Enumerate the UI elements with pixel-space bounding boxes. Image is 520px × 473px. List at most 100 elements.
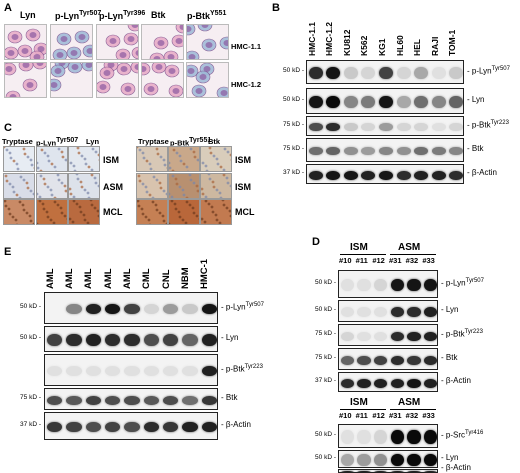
blot-band: [414, 147, 429, 155]
ihc-tile: [200, 173, 232, 199]
blot-band: [201, 334, 217, 346]
panel-c-col-header: p-BtkTyr551: [170, 137, 212, 148]
lane-label: #32: [405, 411, 419, 420]
blot-band: [124, 422, 140, 432]
blot-band: [85, 334, 102, 346]
microscopy-tile: [141, 62, 184, 98]
panel-a-row-label: HMC-1.1: [231, 42, 262, 51]
blot-band: [357, 355, 371, 365]
cell-stain-image: [149, 25, 183, 59]
panel-c-col-header: Lyn: [86, 137, 100, 146]
group-label: ISM: [350, 242, 368, 253]
blot-label-d: - Lyn: [441, 453, 459, 462]
mw-marker: 50 kD -: [315, 454, 336, 461]
blot-band: [66, 334, 82, 346]
blot-band: [104, 395, 121, 405]
blot-band: [85, 366, 102, 376]
panel-e-label: E: [4, 246, 12, 258]
blot-band: [424, 430, 437, 444]
blot-band: [308, 67, 323, 79]
microscopy-tile: [141, 24, 184, 60]
blot-label-b: - β-Actin: [467, 168, 497, 177]
panel-c-col-header: Tryptase: [138, 137, 169, 146]
lane-label: HEL: [412, 39, 423, 56]
blot-label-e: - Btk: [221, 393, 238, 402]
ihc-stain-image: [37, 200, 67, 224]
ihc-tile: [68, 173, 100, 199]
blot-band: [449, 67, 463, 79]
blot-band: [182, 304, 198, 314]
lane-label: AML: [102, 268, 114, 289]
blot-strip-e: [44, 412, 218, 440]
blot-band: [357, 279, 371, 291]
ihc-stain-image: [201, 200, 231, 224]
panel-c-row-label-left: MCL: [103, 207, 123, 217]
blot-band: [124, 395, 140, 405]
blot-band: [162, 422, 179, 432]
blot-band: [66, 366, 82, 376]
blot-band: [46, 395, 63, 405]
mw-marker: 75 kD -: [315, 330, 336, 337]
blot-band: [85, 395, 102, 405]
blot-band: [378, 67, 393, 79]
ihc-tile: [136, 146, 168, 172]
blot-band: [308, 123, 323, 131]
group-bar: [340, 254, 386, 255]
ihc-tile: [168, 173, 200, 199]
cell-stain-image: [5, 63, 46, 97]
blot-band: [143, 334, 160, 346]
panel-b-label: B: [272, 2, 280, 14]
blot-label-d: - Btk: [441, 353, 458, 362]
blot-band: [414, 96, 429, 108]
blot-band: [361, 170, 376, 180]
blot-band: [424, 355, 437, 365]
blot-band: [85, 304, 102, 314]
lane-label: #32: [405, 256, 419, 265]
cell-stain-image: [52, 30, 92, 59]
blot-band: [357, 307, 371, 317]
blot-strip-e: [44, 354, 218, 386]
ihc-stain-image: [137, 147, 167, 171]
blot-band: [374, 378, 388, 388]
blot-band: [390, 355, 404, 365]
ihc-tile: [36, 146, 68, 172]
lane-label: HL60: [394, 35, 405, 56]
lane-label: #31: [389, 256, 402, 265]
ihc-tile: [36, 173, 68, 199]
microscopy-tile: [96, 24, 139, 60]
lane-label: TOM-1: [447, 29, 458, 56]
lane-label: CML: [141, 268, 153, 289]
blot-band: [424, 279, 437, 291]
blot-band: [390, 279, 404, 291]
mw-marker: 37 kD -: [283, 169, 304, 176]
blot-band: [340, 355, 354, 365]
lane-label: HMC-1.1: [306, 21, 317, 56]
panel-c-col-header: p-LynTyr507: [36, 137, 79, 148]
blot-label-d: - β-Actin: [441, 376, 471, 385]
panel-c-row-label-left: ASM: [103, 182, 123, 192]
blot-band: [326, 123, 341, 131]
cell-stain-image: [142, 63, 183, 97]
ihc-tile: [168, 146, 200, 172]
blot-band: [378, 123, 393, 131]
blot-band: [414, 67, 429, 79]
blot-band: [374, 279, 388, 291]
blot-band: [124, 304, 140, 314]
mw-marker: 75 kD -: [20, 394, 41, 401]
mw-marker: 75 kD -: [283, 145, 304, 152]
blot-strip-d: [338, 469, 438, 473]
blot-band: [143, 395, 160, 405]
group-bar: [390, 409, 436, 410]
blot-band: [340, 430, 354, 444]
ihc-tile: [136, 173, 168, 199]
blot-band: [449, 170, 463, 180]
ihc-stain-image: [201, 147, 231, 171]
blot-band: [104, 304, 121, 314]
blot-strip-b: [306, 88, 464, 114]
group-label: ASM: [398, 397, 421, 408]
lane-label: #10: [339, 256, 352, 265]
blot-band: [124, 334, 140, 346]
blot-band: [182, 395, 198, 405]
blot-strip-e: [44, 292, 218, 324]
blot-band: [407, 378, 421, 388]
